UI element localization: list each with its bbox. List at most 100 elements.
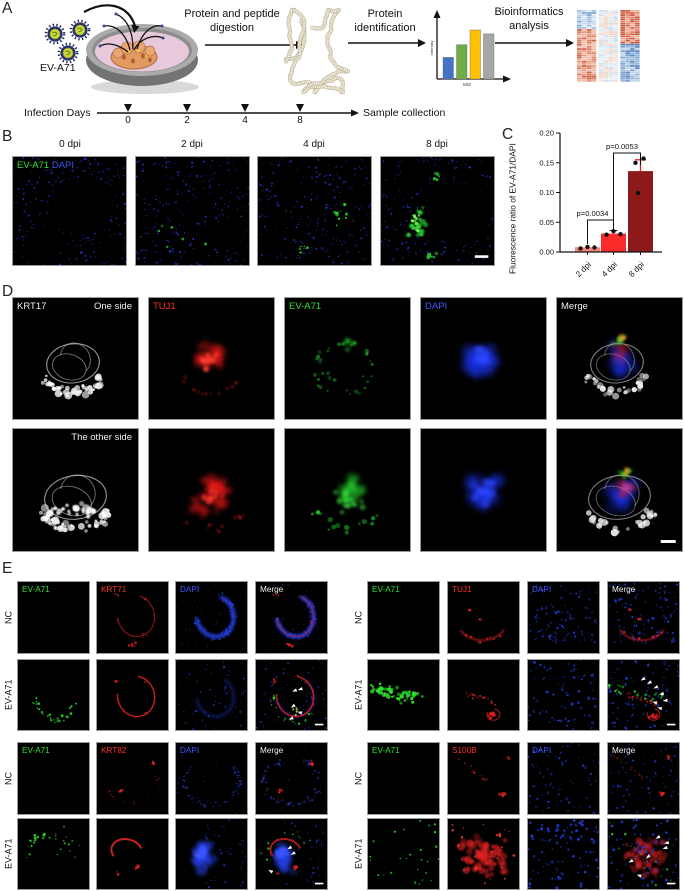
e-channel-label-KRT71-KRT71: KRT71: [101, 585, 127, 594]
d-channel-label-ev-a71: EV-A71: [289, 301, 322, 312]
protein-chain-icon: [283, 7, 351, 95]
svg-text:8 dpi: 8 dpi: [627, 260, 646, 279]
svg-text:0.20: 0.20: [539, 129, 554, 138]
e-tile-KRT71-NC-Merge: Merge: [255, 581, 328, 654]
e-channel-label-KRT82-Merge: Merge: [260, 746, 284, 755]
e-tile-TUJ1-EV-A71-DAPI: [527, 659, 600, 731]
step-bioinformatics-label: Bioinformatics analysis: [494, 6, 564, 32]
e-tile-TUJ1-NC-EV-A71: EV-A71: [367, 581, 440, 654]
d-tile-krt17-side2: The other side: [12, 428, 139, 552]
e-channel-label-KRT71-Merge: Merge: [260, 585, 284, 594]
d-side-label-1: One side: [93, 301, 132, 312]
d-tile-ev-a71-side1: EV-A71: [284, 297, 411, 420]
e-tile-KRT71-EV-A71-DAPI: [175, 659, 248, 731]
e-channel-label-TUJ1-EV-A71: EV-A71: [372, 585, 400, 594]
e-tile-KRT82-NC-DAPI: DAPI: [175, 742, 248, 815]
e-tile-KRT82-EV-A71-DAPI: [175, 818, 248, 890]
svg-text:Intensity: Intensity: [429, 41, 434, 56]
e-tile-S100B-EV-A71-DAPI: [527, 818, 600, 890]
e-channel-label-TUJ1-Merge: Merge: [612, 585, 636, 594]
workflow-arrows: [205, 39, 574, 49]
e-row-label-S100B-EV-A71: EV-A71: [353, 838, 364, 870]
heatmap-icon: [577, 10, 640, 82]
timeline-label: Infection Days: [24, 107, 91, 119]
timeline-end-label: Sample collection: [363, 107, 446, 119]
e-channel-label-KRT82-EV-A71: EV-A71: [22, 746, 50, 755]
timeline-tick-4: 4: [242, 115, 248, 126]
d-channel-label-tuj1: TUJ1: [153, 301, 176, 312]
panel-b-label: B: [2, 128, 13, 145]
e-tile-TUJ1-NC-TUJ1: TUJ1: [447, 581, 520, 654]
e-tile-S100B-EV-A71-S100B: [447, 818, 520, 890]
e-channel-label-S100B-EV-A71: EV-A71: [372, 746, 400, 755]
b-tile-4dpi: [257, 156, 372, 266]
e-tile-S100B-EV-A71-Merge: [607, 818, 680, 890]
svg-text:M/Z: M/Z: [463, 82, 471, 87]
e-tile-KRT82-NC-KRT82: KRT82: [96, 742, 169, 815]
d-channel-label-krt17: KRT17: [17, 301, 47, 312]
timeline-axis: [97, 104, 359, 117]
mini-ms-chart: Intensity M/Z: [429, 29, 495, 87]
d-tile-merge-side2: [556, 428, 683, 552]
b-tile-0dpi: EV-A71 DAPI: [12, 156, 127, 266]
panel-c-label: C: [502, 126, 514, 143]
petri-dish-icon: [86, 12, 199, 94]
workflow-illustration: Intensity M/Z: [44, 4, 640, 117]
e-tile-S100B-EV-A71-EV-A71: [367, 818, 440, 890]
e-tile-KRT82-NC-EV-A71: EV-A71: [17, 742, 90, 815]
d-tile-tuj1-side2: [148, 428, 275, 552]
e-channel-label-KRT82-KRT82: KRT82: [101, 746, 127, 755]
step-digestion-label: Protein and peptide digestion: [184, 8, 280, 34]
b-tile-2dpi: [135, 156, 250, 266]
e-channel-label-TUJ1-DAPI: DAPI: [532, 585, 552, 594]
e-channel-label-KRT82-DAPI: DAPI: [180, 746, 200, 755]
d-side-label-2: The other side: [71, 432, 132, 443]
e-tile-KRT71-NC-EV-A71: EV-A71: [17, 581, 90, 654]
svg-text:4 dpi: 4 dpi: [600, 260, 619, 279]
e-tile-TUJ1-EV-A71-TUJ1: [447, 659, 520, 731]
e-tile-KRT71-NC-KRT71: KRT71: [96, 581, 169, 654]
e-tile-S100B-NC-EV-A71: EV-A71: [367, 742, 440, 815]
timeline-tick-0: 0: [125, 115, 131, 126]
panel-a-label: A: [2, 0, 13, 17]
e-channel-label-TUJ1-TUJ1: TUJ1: [452, 585, 472, 594]
e-channel-label-S100B-S100B: S100B: [452, 746, 477, 755]
d-channel-label-dapi: DAPI: [425, 301, 448, 312]
svg-text:0.05: 0.05: [539, 218, 554, 227]
panel-e-label: E: [2, 560, 13, 577]
e-tile-TUJ1-EV-A71-Merge: [607, 659, 680, 731]
e-row-label-TUJ1-EV-A71: EV-A71: [353, 679, 364, 711]
e-tile-KRT71-EV-A71-KRT71: [96, 659, 169, 731]
e-row-label-KRT71-EV-A71: EV-A71: [3, 679, 14, 711]
e-tile-KRT82-EV-A71-Merge: [255, 818, 328, 890]
step-identification-label: Protein identification: [354, 8, 416, 34]
d-tile-krt17-side1: KRT17 One side: [12, 297, 139, 420]
b-column-label-4dpi: 4 dpi: [303, 139, 325, 150]
svg-text:2 dpi: 2 dpi: [574, 260, 593, 279]
d-channel-label-merge: Merge: [561, 301, 588, 312]
e-channel-label-S100B-Merge: Merge: [612, 746, 636, 755]
b-column-label-2dpi: 2 dpi: [181, 139, 203, 150]
timeline-tick-2: 2: [184, 115, 190, 126]
b-column-label-8dpi: 8 dpi: [426, 139, 448, 150]
e-row-label-KRT82-NC: NC: [3, 772, 14, 785]
e-row-label-TUJ1-NC: NC: [353, 611, 364, 624]
e-channel-label-KRT71-EV-A71: EV-A71: [22, 585, 50, 594]
whiskers: [99, 13, 164, 53]
b-tile-8dpi: [380, 156, 495, 266]
b-channel-overlay: EV-A71 DAPI: [17, 160, 74, 171]
virus-label: EV-A71: [40, 62, 76, 74]
svg-text:p=0.0053: p=0.0053: [606, 142, 638, 151]
svg-text:0.10: 0.10: [539, 188, 554, 197]
b-column-label-0dpi: 0 dpi: [59, 139, 81, 150]
d-tile-dapi-side1: DAPI: [420, 297, 547, 420]
e-row-label-KRT82-EV-A71: EV-A71: [3, 838, 14, 870]
e-tile-KRT82-EV-A71-EV-A71: [17, 818, 90, 890]
panel-d-label: D: [2, 283, 14, 300]
e-tile-KRT82-NC-Merge: Merge: [255, 742, 328, 815]
d-tile-tuj1-side1: TUJ1: [148, 297, 275, 420]
e-tile-TUJ1-NC-DAPI: DAPI: [527, 581, 600, 654]
virus-icons: [44, 19, 91, 64]
fluorescence-bar-chart: 0.00 0.05 0.10 0.15 0.20 2 dpi 4 dpi 8 dpi p=0.0…: [539, 129, 662, 279]
